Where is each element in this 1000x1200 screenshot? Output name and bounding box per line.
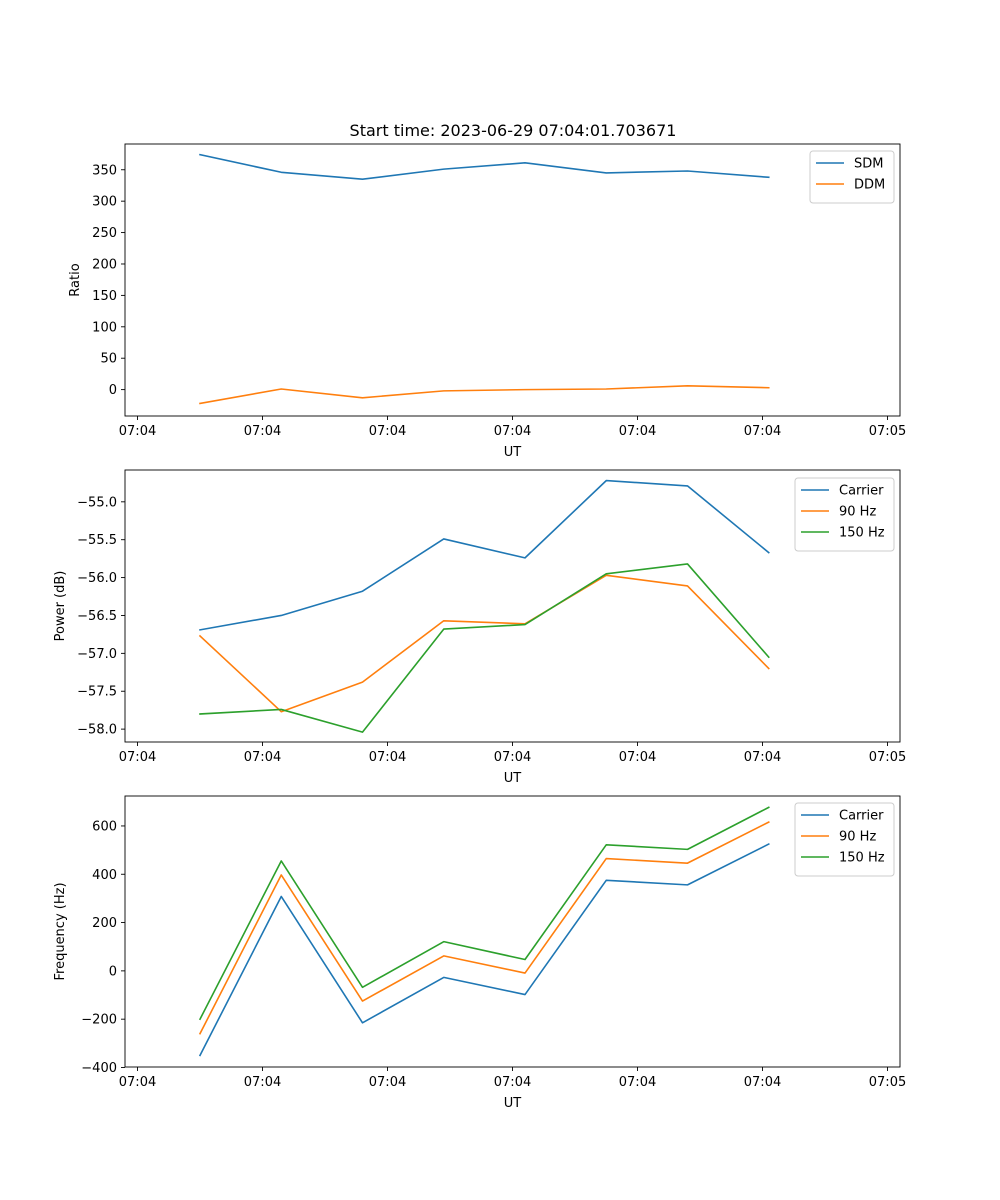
series-line-90-hz	[198, 821, 770, 1035]
x-tick-label: 07:04	[244, 750, 281, 765]
y-tick-label: −58.0	[77, 723, 117, 738]
power-chart: 07:04 07:04 07:04 07:04 07:04 07:04 07:05 −58.0…	[53, 469, 906, 786]
legend-label: DDM	[854, 178, 885, 193]
x-tick-label: 07:04	[619, 424, 656, 439]
legend-label: 90 Hz	[839, 505, 876, 520]
x-axis-label: UT	[504, 445, 522, 460]
legend-label: 90 Hz	[839, 830, 876, 845]
y-tick-label: −57.5	[77, 685, 117, 700]
x-tick-label: 07:04	[369, 424, 406, 439]
y-tick-label: −55.5	[77, 533, 117, 548]
x-tick-label: 07:04	[369, 1075, 406, 1090]
y-tick-label: 200	[92, 916, 117, 931]
y-axis-label: Frequency (Hz)	[53, 882, 68, 980]
x-tick-label: 07:04	[119, 424, 156, 439]
x-tick-label: 07:05	[869, 424, 906, 439]
y-tick-label: −400	[81, 1061, 117, 1076]
x-tick-label: 07:04	[619, 1075, 656, 1090]
x-tick-label: 07:05	[869, 1075, 906, 1090]
legend-label: 150 Hz	[839, 526, 885, 541]
y-tick-label: −55.0	[77, 495, 117, 510]
x-tick-label: 07:04	[744, 424, 781, 439]
x-axis-label: UT	[504, 771, 522, 786]
legend: SDM DDM	[809, 150, 895, 204]
x-tick-label: 07:04	[369, 750, 406, 765]
y-tick-label: 200	[92, 257, 117, 272]
legend-label: Carrier	[839, 484, 884, 499]
y-tick-label: 300	[92, 195, 117, 210]
x-tick-label: 07:04	[619, 750, 656, 765]
x-tick-label: 07:04	[119, 1075, 156, 1090]
y-tick-label: 0	[109, 383, 117, 398]
legend-box	[809, 150, 895, 204]
y-tick-label: 250	[92, 226, 117, 241]
series-line-carrier	[198, 842, 770, 1057]
y-tick-label: 150	[92, 289, 117, 304]
x-tick-label: 07:04	[744, 1075, 781, 1090]
series-line-90-hz	[198, 574, 770, 713]
x-tick-label: 07:04	[119, 750, 156, 765]
y-tick-label: −200	[81, 1013, 117, 1028]
series-line-150-hz	[198, 806, 770, 1021]
y-tick-label: 350	[92, 163, 117, 178]
x-tick-label: 07:05	[869, 750, 906, 765]
x-axis-label: UT	[504, 1096, 522, 1111]
figure-title: Start time: 2023-06-29 07:04:01.703671	[350, 121, 677, 140]
x-tick-label: 07:04	[244, 424, 281, 439]
y-tick-label: −56.0	[77, 571, 117, 586]
y-tick-label: 50	[100, 352, 117, 367]
x-tick-label: 07:04	[244, 1075, 281, 1090]
series-line-sdm	[199, 153, 770, 180]
legend-label: SDM	[854, 157, 883, 172]
ratio-chart: 07:04 07:04 07:04 07:04 07:04 07:04 07:05 0 50 10…	[68, 143, 906, 460]
x-tick-label: 07:04	[494, 424, 531, 439]
legend: Carrier 90 Hz 150 Hz	[794, 802, 895, 877]
y-tick-label: −57.0	[77, 647, 117, 662]
y-tick-label: 400	[92, 868, 117, 883]
y-tick-label: 600	[92, 819, 117, 834]
series-line-carrier	[199, 479, 770, 631]
frequency-chart: 07:04 07:04 07:04 07:04 07:04 07:04 07:05 −400 −…	[53, 795, 906, 1111]
series-line-150-hz	[199, 563, 770, 733]
y-axis-label: Ratio	[68, 263, 83, 296]
y-tick-label: −56.5	[77, 609, 117, 624]
x-tick-label: 07:04	[744, 750, 781, 765]
y-tick-label: 100	[92, 320, 117, 335]
x-tick-label: 07:04	[494, 750, 531, 765]
y-tick-label: 0	[109, 964, 117, 979]
legend-label: Carrier	[839, 809, 884, 824]
legend: Carrier 90 Hz 150 Hz	[794, 477, 895, 552]
legend-label: 150 Hz	[839, 851, 885, 866]
x-tick-label: 07:04	[494, 1075, 531, 1090]
series-line-ddm	[199, 385, 770, 405]
y-axis-label: Power (dB)	[53, 571, 68, 642]
